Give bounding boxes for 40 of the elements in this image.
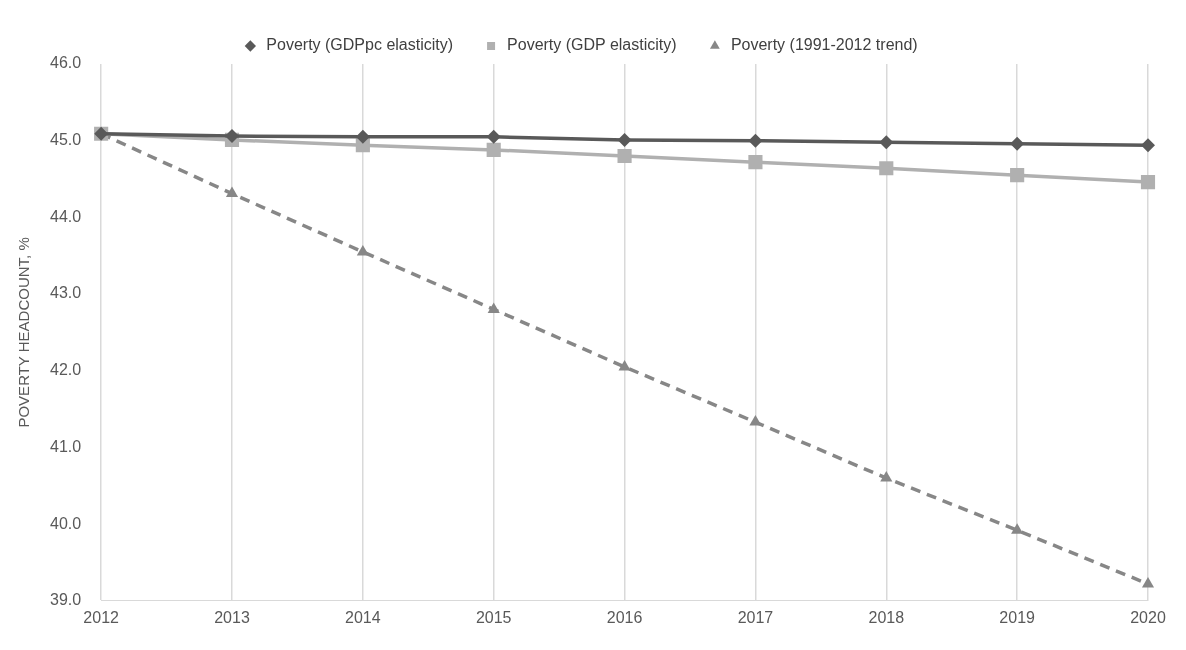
x-tick-label: 2018	[868, 608, 905, 626]
x-tick-label: 2013	[214, 608, 250, 626]
point	[879, 161, 894, 176]
legend-label: Poverty (GDPpc elasticity)	[266, 36, 454, 54]
point	[1010, 168, 1025, 183]
y-tick-label: 43.0	[50, 284, 82, 302]
point	[1141, 576, 1155, 588]
x-tick-label: 2017	[737, 608, 774, 626]
point	[486, 129, 501, 144]
point	[618, 359, 631, 371]
point	[748, 133, 763, 148]
legend-label: Poverty (GDP elasticity)	[507, 36, 677, 54]
point	[880, 471, 893, 482]
point	[1140, 175, 1156, 190]
point	[617, 148, 632, 164]
y-tick-label: 41.0	[50, 437, 82, 455]
point	[355, 129, 370, 144]
point	[748, 155, 763, 170]
y-tick-label: 46.0	[50, 54, 82, 72]
point	[486, 142, 501, 157]
x-tick-label: 2020	[1130, 608, 1166, 626]
legend-label: Poverty (1991-2012 trend)	[730, 36, 918, 54]
point	[225, 186, 239, 198]
y-axis-title: POVERTY HEADCOUNT, %	[15, 237, 33, 428]
point	[1010, 136, 1025, 151]
y-tick-label: 45.0	[50, 131, 82, 149]
point	[617, 132, 632, 147]
x-tick-label: 2014	[345, 608, 381, 626]
x-tick-label: 2019	[999, 608, 1036, 626]
y-tick-label: 44.0	[50, 207, 82, 225]
point	[487, 302, 500, 313]
point	[1141, 138, 1155, 153]
x-tick-label: 2016	[606, 608, 643, 626]
y-tick-label: 42.0	[50, 361, 82, 379]
y-tick-label: 40.0	[50, 514, 82, 532]
x-tick-label: 2012	[83, 608, 120, 626]
point	[356, 244, 369, 256]
x-tick-label: 2015	[475, 608, 512, 626]
point	[879, 135, 894, 150]
y-tick-label: 39.0	[50, 591, 82, 609]
